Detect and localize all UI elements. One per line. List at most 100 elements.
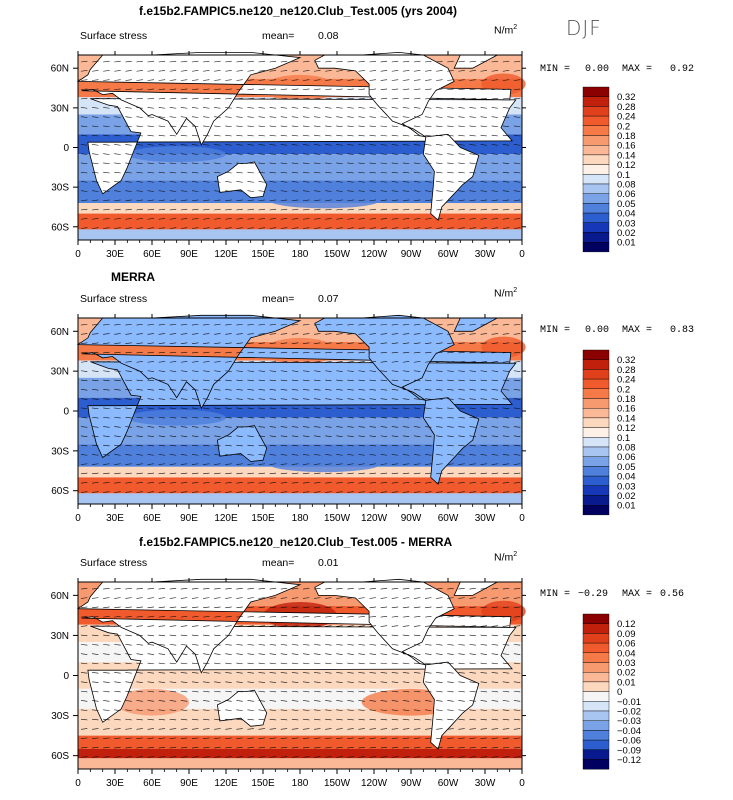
wind-vector (92, 616, 99, 618)
x-tick-label: 120W (361, 778, 388, 789)
wind-vector (247, 407, 254, 410)
wind-vector (203, 690, 210, 693)
wind-vector (425, 134, 432, 137)
wind-vector (203, 125, 210, 128)
wind-vector (358, 379, 365, 382)
wind-vector (425, 107, 432, 109)
wind-vector (225, 644, 232, 646)
wind-vector (225, 472, 232, 475)
wind-vector (247, 491, 254, 493)
wind-vector (436, 88, 443, 91)
field-band (78, 477, 522, 494)
wind-vector (92, 597, 99, 599)
wind-vector (314, 144, 321, 146)
wind-vector (369, 463, 377, 465)
wind-vector (302, 361, 310, 363)
wind-vector (480, 97, 488, 100)
wind-vector (369, 107, 377, 109)
wind-vector (380, 653, 388, 655)
wind-vector (80, 435, 88, 437)
wind-vector (369, 162, 377, 165)
wind-vector (92, 181, 99, 183)
wind-vector (80, 79, 88, 81)
wind-vector (391, 361, 399, 363)
x-tick-label: 120E (214, 513, 238, 524)
wind-vector (258, 323, 266, 326)
wind-vector (402, 662, 410, 665)
wind-vector (147, 482, 155, 484)
field-band (78, 203, 522, 214)
x-tick-label: 0 (519, 513, 525, 524)
wind-vector (214, 379, 221, 382)
wind-vector (269, 454, 277, 456)
wind-vector (92, 718, 99, 721)
wind-vector (269, 700, 277, 702)
wind-vector (447, 634, 454, 637)
wind-vector (325, 181, 332, 183)
wind-vector (236, 625, 243, 627)
wind-vector (114, 190, 121, 192)
wind-vector (225, 162, 232, 165)
wind-vector (158, 491, 166, 493)
wind-vector (480, 342, 488, 344)
wind-vector (247, 227, 254, 229)
wind-vector (180, 144, 188, 146)
wind-vector (413, 597, 421, 599)
wind-vector (513, 134, 521, 137)
wind-vector (413, 88, 421, 91)
wind-vector (258, 435, 266, 437)
wind-vector (347, 597, 354, 599)
wind-vector (236, 616, 243, 618)
wind-vector (103, 454, 110, 456)
wind-vector (214, 690, 221, 693)
wind-vector (391, 597, 399, 599)
wind-vector (458, 333, 465, 335)
colorbar-label: 0.02 (617, 228, 636, 239)
panel-2-title: MERRA (111, 270, 155, 284)
wind-vector (92, 454, 99, 456)
wind-vector (336, 153, 343, 155)
wind-vector (325, 199, 332, 202)
wind-vector (358, 190, 365, 192)
wind-vector (336, 107, 343, 109)
wind-vector (425, 79, 432, 81)
wind-vector (180, 379, 188, 382)
wind-vector (513, 756, 521, 758)
wind-vector (125, 681, 132, 683)
wind-vector (325, 616, 332, 618)
wind-vector (214, 323, 221, 326)
wind-vector (314, 672, 321, 674)
panel-1-plot: 0 30E 60E 90E 120E 150E 180 150W 120W 90W 60W 30W 06… (51, 51, 526, 260)
wind-vector (436, 587, 443, 590)
wind-vector (114, 153, 121, 155)
panel-2-mean-value: 0.07 (318, 293, 339, 305)
wind-vector (302, 597, 310, 599)
wind-vector (447, 597, 454, 599)
wind-vector (225, 587, 232, 590)
wind-vector (480, 361, 488, 363)
wind-vector (347, 190, 354, 192)
panel-1-min-label: MIN = (540, 64, 571, 75)
wind-vector (325, 644, 332, 646)
wind-vector (136, 597, 143, 599)
wind-vector (269, 597, 277, 599)
wind-vector (325, 587, 332, 590)
wind-vector (402, 737, 410, 739)
wind-vector (369, 709, 377, 711)
wind-vector (413, 463, 421, 465)
x-tick-label: 120E (214, 778, 238, 789)
panel-1-variable-label: Surface stress (80, 30, 148, 42)
wind-vector (236, 672, 243, 674)
wind-vector (480, 482, 488, 484)
wind-vector (402, 88, 410, 91)
wind-vector (513, 60, 521, 63)
wind-vector (425, 718, 432, 721)
wind-vector (180, 444, 188, 447)
wind-vector (369, 181, 377, 183)
wind-vector (369, 342, 377, 344)
wind-vector (436, 681, 443, 683)
wind-vector (413, 323, 421, 326)
wind-vector (369, 718, 377, 721)
wind-vector (491, 125, 499, 128)
wind-vector (325, 625, 332, 627)
